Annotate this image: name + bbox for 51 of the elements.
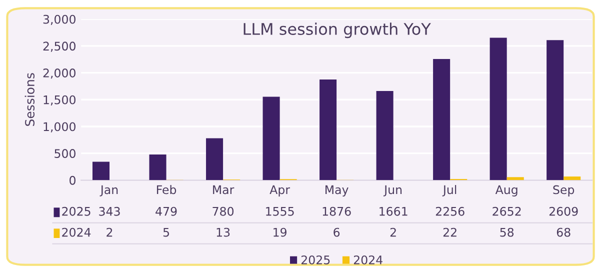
y-tick-label: 0 [70,176,76,185]
bar [546,40,564,180]
y-tick-label: 1,500 [44,95,76,106]
bar [92,162,110,180]
text: 2025 [301,255,330,264]
data-label: 479 [156,206,177,216]
x-tick-label: Mar [213,185,234,194]
data-label: 6 [334,228,340,237]
bar [433,59,450,180]
data-label: 13 [216,228,230,237]
y-tick-label: 3,000 [43,14,76,25]
y-tick-label: 1,000 [44,122,76,132]
data-label: 1876 [322,206,351,216]
x-tick-label: Feb [156,185,176,194]
x-tick-label: Apr [270,185,290,196]
bar [206,138,224,180]
legend-label: 2025 [62,206,90,216]
data-label: 2 [390,228,396,237]
chart-title: LLM session growth YoY [244,22,431,38]
y-tick-label: 2,000 [43,68,76,79]
bar [564,176,581,180]
y-tick-label: 2,500 [43,42,76,52]
data-label: 1555 [266,207,294,216]
bar [490,38,507,180]
text: 2024 [354,255,382,264]
bar [320,79,337,180]
data-label: 1661 [380,206,408,216]
x-tick-label: May [326,185,348,196]
bar [376,91,394,180]
bar [262,96,280,180]
data-label: 22 [443,228,456,237]
x-tick-label: Jan [100,185,118,196]
x-tick-label: Jul [442,185,456,196]
data-label: 2256 [436,206,464,216]
legend-label: 2024 [62,228,91,237]
data-label: 58 [500,228,514,237]
data-label: 19 [274,228,286,237]
bar [149,154,166,180]
data-label: 780 [212,206,234,216]
y-tick-label: 500 [54,149,76,158]
data-label: 2652 [492,206,521,216]
data-label: 343 [99,206,120,216]
x-tick-label: Sep [553,185,574,196]
data-label: 5 [163,228,169,237]
y-axis-title: Sessions [24,73,34,126]
bar [506,177,524,180]
data-label: 2609 [549,206,578,216]
x-tick-label: Aug [495,185,518,196]
data-label: 68 [556,228,570,237]
x-tick-label: Jun [383,185,402,196]
data-label: 2 [106,228,112,237]
